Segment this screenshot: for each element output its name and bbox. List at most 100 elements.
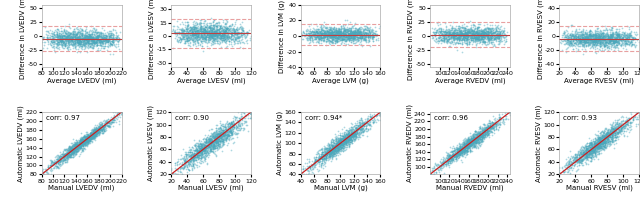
Point	[323, 31, 333, 34]
Point	[445, 153, 455, 157]
Point	[360, 119, 370, 122]
Point	[470, 137, 481, 140]
Point	[320, 35, 330, 38]
Point	[228, 125, 238, 128]
Point	[572, 153, 582, 157]
Point	[334, 32, 344, 35]
Point	[72, 33, 82, 36]
Point	[237, 29, 248, 33]
Point	[86, 35, 97, 39]
Point	[444, 32, 454, 35]
Point	[449, 36, 459, 39]
Point	[339, 133, 349, 137]
Point	[103, 40, 113, 43]
Point	[193, 155, 203, 159]
Point	[577, 149, 588, 152]
Point	[102, 124, 113, 127]
Point	[64, 152, 74, 155]
Point	[461, 151, 471, 155]
Point	[314, 31, 324, 34]
Point	[364, 31, 374, 34]
Point	[70, 27, 81, 30]
Point	[475, 34, 485, 37]
Point	[195, 142, 205, 145]
Point	[321, 148, 331, 151]
Point	[439, 35, 449, 38]
Point	[580, 160, 591, 163]
Point	[85, 136, 95, 139]
Point	[212, 139, 222, 142]
Point	[620, 34, 630, 37]
Point	[63, 155, 74, 158]
Point	[443, 34, 453, 37]
Point	[328, 149, 338, 152]
Point	[607, 33, 617, 36]
Point	[61, 33, 71, 36]
Point	[618, 35, 628, 38]
Point	[320, 154, 330, 157]
Point	[198, 29, 208, 32]
Point	[75, 140, 85, 143]
Point	[465, 148, 475, 151]
Point	[71, 33, 81, 37]
Point	[464, 141, 474, 144]
Point	[570, 33, 580, 37]
Point	[493, 127, 504, 131]
Point	[338, 139, 348, 142]
Point	[183, 153, 193, 156]
Point	[444, 156, 454, 159]
Point	[604, 39, 614, 42]
Point	[465, 32, 476, 35]
Point	[603, 138, 613, 141]
Point	[473, 137, 483, 140]
Point	[470, 30, 480, 33]
Point	[79, 133, 89, 136]
Point	[54, 39, 64, 42]
Point	[54, 46, 64, 49]
Point	[357, 130, 367, 134]
Point	[458, 148, 468, 151]
Point	[604, 41, 614, 44]
Point	[87, 32, 97, 35]
Point	[61, 30, 72, 33]
Point	[607, 36, 618, 39]
Point	[93, 39, 104, 43]
Point	[204, 140, 214, 143]
Point	[446, 33, 456, 36]
Point	[81, 138, 92, 141]
Point	[335, 38, 345, 41]
Point	[579, 40, 589, 43]
Point	[330, 147, 340, 150]
Point	[227, 28, 237, 31]
Point	[572, 34, 582, 37]
Point	[484, 136, 494, 139]
Point	[612, 39, 623, 43]
Point	[82, 139, 92, 142]
Point	[187, 32, 197, 35]
Point	[563, 163, 573, 166]
Point	[477, 139, 488, 142]
Point	[600, 137, 611, 140]
Point	[76, 141, 86, 144]
Point	[349, 138, 360, 141]
Point	[89, 133, 99, 136]
Point	[345, 35, 355, 38]
Point	[306, 31, 316, 34]
Point	[58, 156, 68, 159]
Point	[183, 167, 193, 171]
Point	[348, 33, 358, 36]
Point	[338, 31, 348, 34]
Point	[60, 154, 70, 158]
Point	[470, 38, 481, 41]
Point	[449, 152, 459, 156]
Point	[334, 32, 344, 35]
Point	[470, 139, 481, 142]
Point	[63, 152, 73, 155]
Point	[49, 161, 59, 164]
Point	[196, 36, 207, 39]
Point	[205, 135, 216, 138]
Point	[331, 30, 341, 33]
Point	[92, 37, 102, 40]
Point	[577, 163, 587, 166]
Point	[598, 37, 609, 40]
